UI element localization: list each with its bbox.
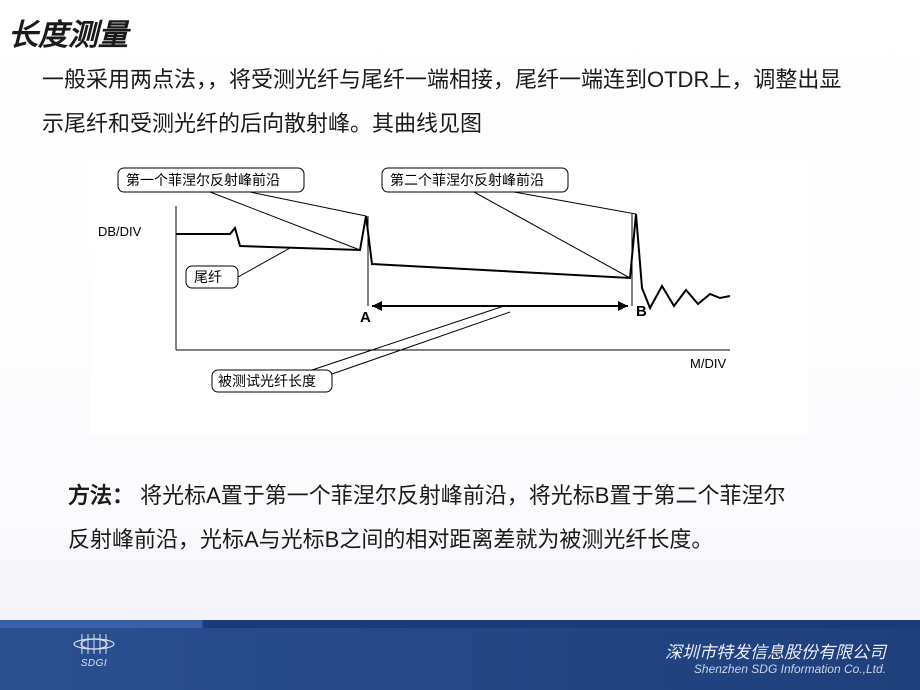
otdr-diagram: DB/DIV 第一个菲涅尔反射峰前沿 第二个菲涅尔反射峰前沿 尾纤 A B 被测… xyxy=(90,158,808,434)
method-body: 将光标A置于第一个菲涅尔反射峰前沿，将光标B置于第二个菲涅尔反射峰前沿，光标A与… xyxy=(68,483,785,552)
logo-icon xyxy=(72,632,116,656)
company-name-cn: 深圳市特发信息股份有限公司 xyxy=(665,638,886,663)
callout-tail: 尾纤 xyxy=(194,270,222,286)
otdr-trace xyxy=(176,214,730,308)
callout-line xyxy=(250,192,366,216)
arrow-right xyxy=(618,301,628,311)
page-title: 长度测量 xyxy=(8,10,128,54)
company-logo: SDGI xyxy=(72,632,116,669)
callout-line xyxy=(210,192,360,250)
method-label: 方法： xyxy=(68,483,134,508)
footer: SDGI 深圳市特发信息股份有限公司 Shenzhen SDG Informat… xyxy=(0,620,920,690)
company-name-en: Shenzhen SDG Information Co.,Ltd. xyxy=(694,662,886,676)
callout-line xyxy=(514,192,636,214)
footer-divider xyxy=(0,620,920,628)
callout-line xyxy=(238,248,290,277)
callout-length: 被测试光纤长度 xyxy=(218,374,316,390)
callout-peak1: 第一个菲涅尔反射峰前沿 xyxy=(126,172,280,189)
marker-a: A xyxy=(360,309,371,326)
footer-main: SDGI 深圳市特发信息股份有限公司 Shenzhen SDG Informat… xyxy=(0,628,920,690)
marker-b: B xyxy=(636,303,647,320)
logo-text: SDGI xyxy=(72,658,116,669)
x-axis-label: M/DIV xyxy=(690,356,726,371)
arrow-left xyxy=(372,301,382,311)
method-paragraph: 方法： 将光标A置于第一个菲涅尔反射峰前沿，将光标B置于第二个菲涅尔反射峰前沿，… xyxy=(68,474,788,562)
callout-line xyxy=(332,312,510,374)
callout-line xyxy=(312,306,504,370)
intro-paragraph: 一般采用两点法，，将受测光纤与尾纤一端相接，尾纤一端连到OTDR上，调整出显示尾… xyxy=(42,58,842,146)
y-axis-label: DB/DIV xyxy=(98,224,142,239)
callout-line xyxy=(474,192,630,278)
callout-peak2: 第二个菲涅尔反射峰前沿 xyxy=(390,172,544,189)
